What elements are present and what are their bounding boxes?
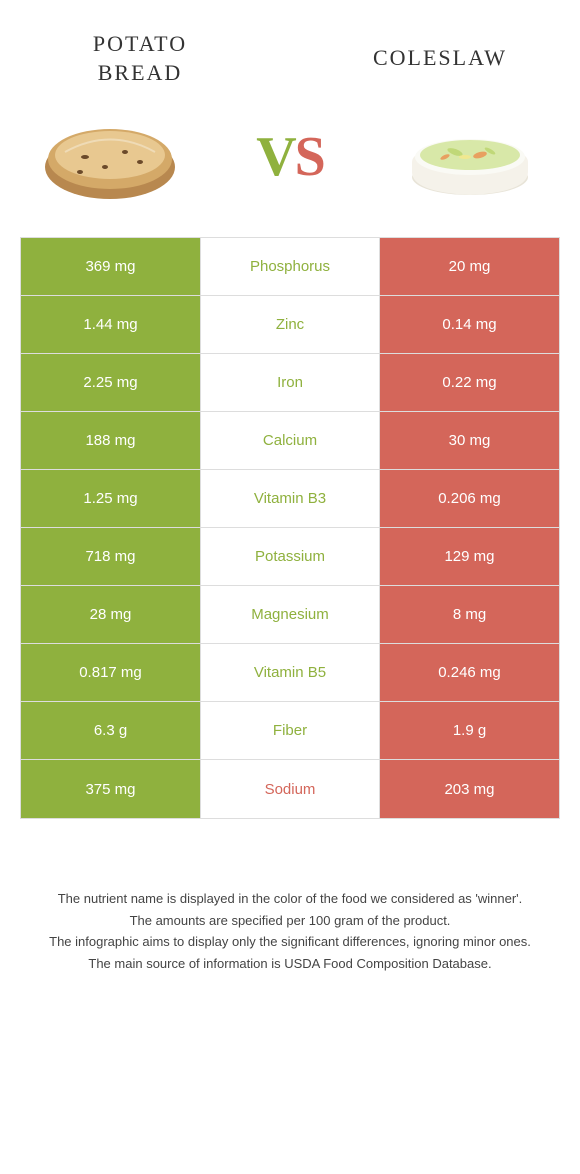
- table-row: 1.44 mgZinc0.14 mg: [21, 296, 559, 354]
- right-value-cell: 129 mg: [379, 528, 559, 585]
- nutrient-label-cell: Magnesium: [201, 586, 379, 643]
- left-food-title-block: Potato bread: [40, 30, 240, 87]
- vs-s-letter: S: [295, 126, 324, 188]
- footer-line-4: The main source of information is USDA F…: [30, 954, 550, 974]
- left-value-cell: 6.3 g: [21, 702, 201, 759]
- nutrient-label-cell: Sodium: [201, 760, 379, 818]
- nutrient-label-cell: Vitamin B3: [201, 470, 379, 527]
- nutrient-label-cell: Potassium: [201, 528, 379, 585]
- footer-line-1: The nutrient name is displayed in the co…: [30, 889, 550, 909]
- footer-line-3: The infographic aims to display only the…: [30, 932, 550, 952]
- right-value-cell: 0.206 mg: [379, 470, 559, 527]
- table-row: 0.817 mgVitamin B50.246 mg: [21, 644, 559, 702]
- table-row: 6.3 gFiber1.9 g: [21, 702, 559, 760]
- right-value-cell: 1.9 g: [379, 702, 559, 759]
- header: Potato bread Coleslaw: [0, 0, 580, 97]
- left-value-cell: 1.25 mg: [21, 470, 201, 527]
- nutrient-label-cell: Zinc: [201, 296, 379, 353]
- vs-label: VS: [256, 125, 324, 189]
- right-value-cell: 203 mg: [379, 760, 559, 818]
- right-food-image: [390, 97, 550, 217]
- nutrient-label-cell: Phosphorus: [201, 238, 379, 295]
- left-value-cell: 718 mg: [21, 528, 201, 585]
- table-row: 369 mgPhosphorus20 mg: [21, 238, 559, 296]
- vs-row: VS: [0, 97, 580, 237]
- table-row: 188 mgCalcium30 mg: [21, 412, 559, 470]
- right-value-cell: 0.22 mg: [379, 354, 559, 411]
- nutrient-label-cell: Calcium: [201, 412, 379, 469]
- footer-notes: The nutrient name is displayed in the co…: [0, 889, 580, 973]
- right-value-cell: 0.246 mg: [379, 644, 559, 701]
- left-value-cell: 375 mg: [21, 760, 201, 818]
- nutrient-label-cell: Iron: [201, 354, 379, 411]
- right-food-title-block: Coleslaw: [340, 44, 540, 73]
- table-row: 718 mgPotassium129 mg: [21, 528, 559, 586]
- nutrient-label-cell: Vitamin B5: [201, 644, 379, 701]
- right-value-cell: 0.14 mg: [379, 296, 559, 353]
- left-value-cell: 1.44 mg: [21, 296, 201, 353]
- left-value-cell: 188 mg: [21, 412, 201, 469]
- right-value-cell: 20 mg: [379, 238, 559, 295]
- right-food-title: Coleslaw: [340, 44, 540, 73]
- left-food-title: Potato bread: [40, 30, 240, 87]
- left-value-cell: 2.25 mg: [21, 354, 201, 411]
- table-row: 375 mgSodium203 mg: [21, 760, 559, 818]
- left-value-cell: 369 mg: [21, 238, 201, 295]
- table-row: 28 mgMagnesium8 mg: [21, 586, 559, 644]
- right-value-cell: 8 mg: [379, 586, 559, 643]
- table-row: 1.25 mgVitamin B30.206 mg: [21, 470, 559, 528]
- nutrient-table: 369 mgPhosphorus20 mg1.44 mgZinc0.14 mg2…: [20, 237, 560, 819]
- nutrient-label-cell: Fiber: [201, 702, 379, 759]
- footer-line-2: The amounts are specified per 100 gram o…: [30, 911, 550, 931]
- right-value-cell: 30 mg: [379, 412, 559, 469]
- table-row: 2.25 mgIron0.22 mg: [21, 354, 559, 412]
- left-value-cell: 0.817 mg: [21, 644, 201, 701]
- vs-v-letter: V: [256, 126, 294, 188]
- left-value-cell: 28 mg: [21, 586, 201, 643]
- left-food-image: [30, 97, 190, 217]
